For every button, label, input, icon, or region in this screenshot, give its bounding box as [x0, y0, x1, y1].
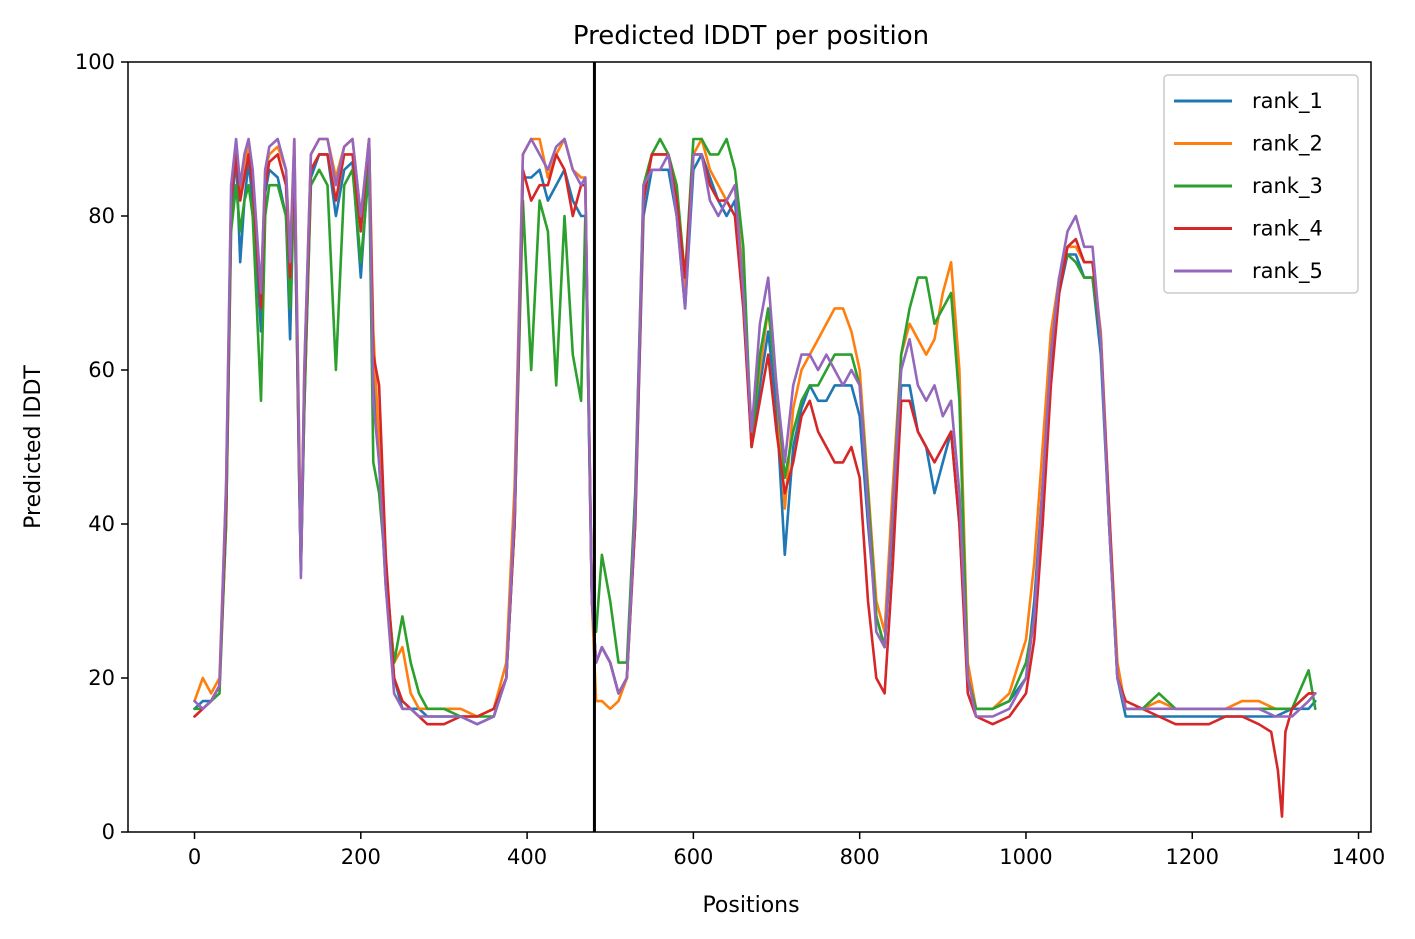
legend-frame [1163, 74, 1359, 294]
x-axis: 0 200 400 600 800 1000 1200 1400 [188, 832, 1385, 869]
y-tick-label: 80 [88, 204, 115, 228]
series-layer [193, 137, 1317, 818]
x-tick-label: 1000 [999, 845, 1052, 869]
y-tick-label: 100 [75, 50, 115, 74]
legend-label-rank_4: rank_4 [1252, 217, 1323, 242]
x-axis-label: Positions [702, 893, 799, 918]
x-tick-label: 200 [341, 845, 381, 869]
x-tick-label: 400 [507, 845, 547, 869]
legend-label-rank_1: rank_1 [1252, 89, 1323, 114]
legend-label-rank_2: rank_2 [1252, 132, 1323, 157]
y-tick-label: 40 [88, 512, 115, 536]
legend-label-rank_5: rank_5 [1252, 259, 1323, 284]
legend: rank_1 rank_2 rank_3 rank_4 rank_5 [1163, 74, 1359, 294]
legend-label-rank_3: rank_3 [1252, 174, 1323, 199]
x-tick-label: 0 [188, 845, 201, 869]
y-axis-label: Predicted lDDT [21, 365, 46, 529]
y-tick-label: 0 [102, 820, 115, 844]
y-axis: 0 20 40 60 80 100 [75, 50, 128, 844]
chart-title: Predicted lDDT per position [573, 21, 929, 51]
x-tick-label: 1200 [1166, 845, 1219, 869]
x-tick-label: 1400 [1332, 845, 1385, 869]
series-line-rank_5 [193, 137, 1317, 726]
x-tick-label: 800 [840, 845, 880, 869]
y-tick-label: 60 [88, 358, 115, 382]
plot-frame [127, 61, 1372, 833]
x-tick-label: 600 [673, 845, 713, 869]
y-tick-label: 20 [88, 666, 115, 690]
